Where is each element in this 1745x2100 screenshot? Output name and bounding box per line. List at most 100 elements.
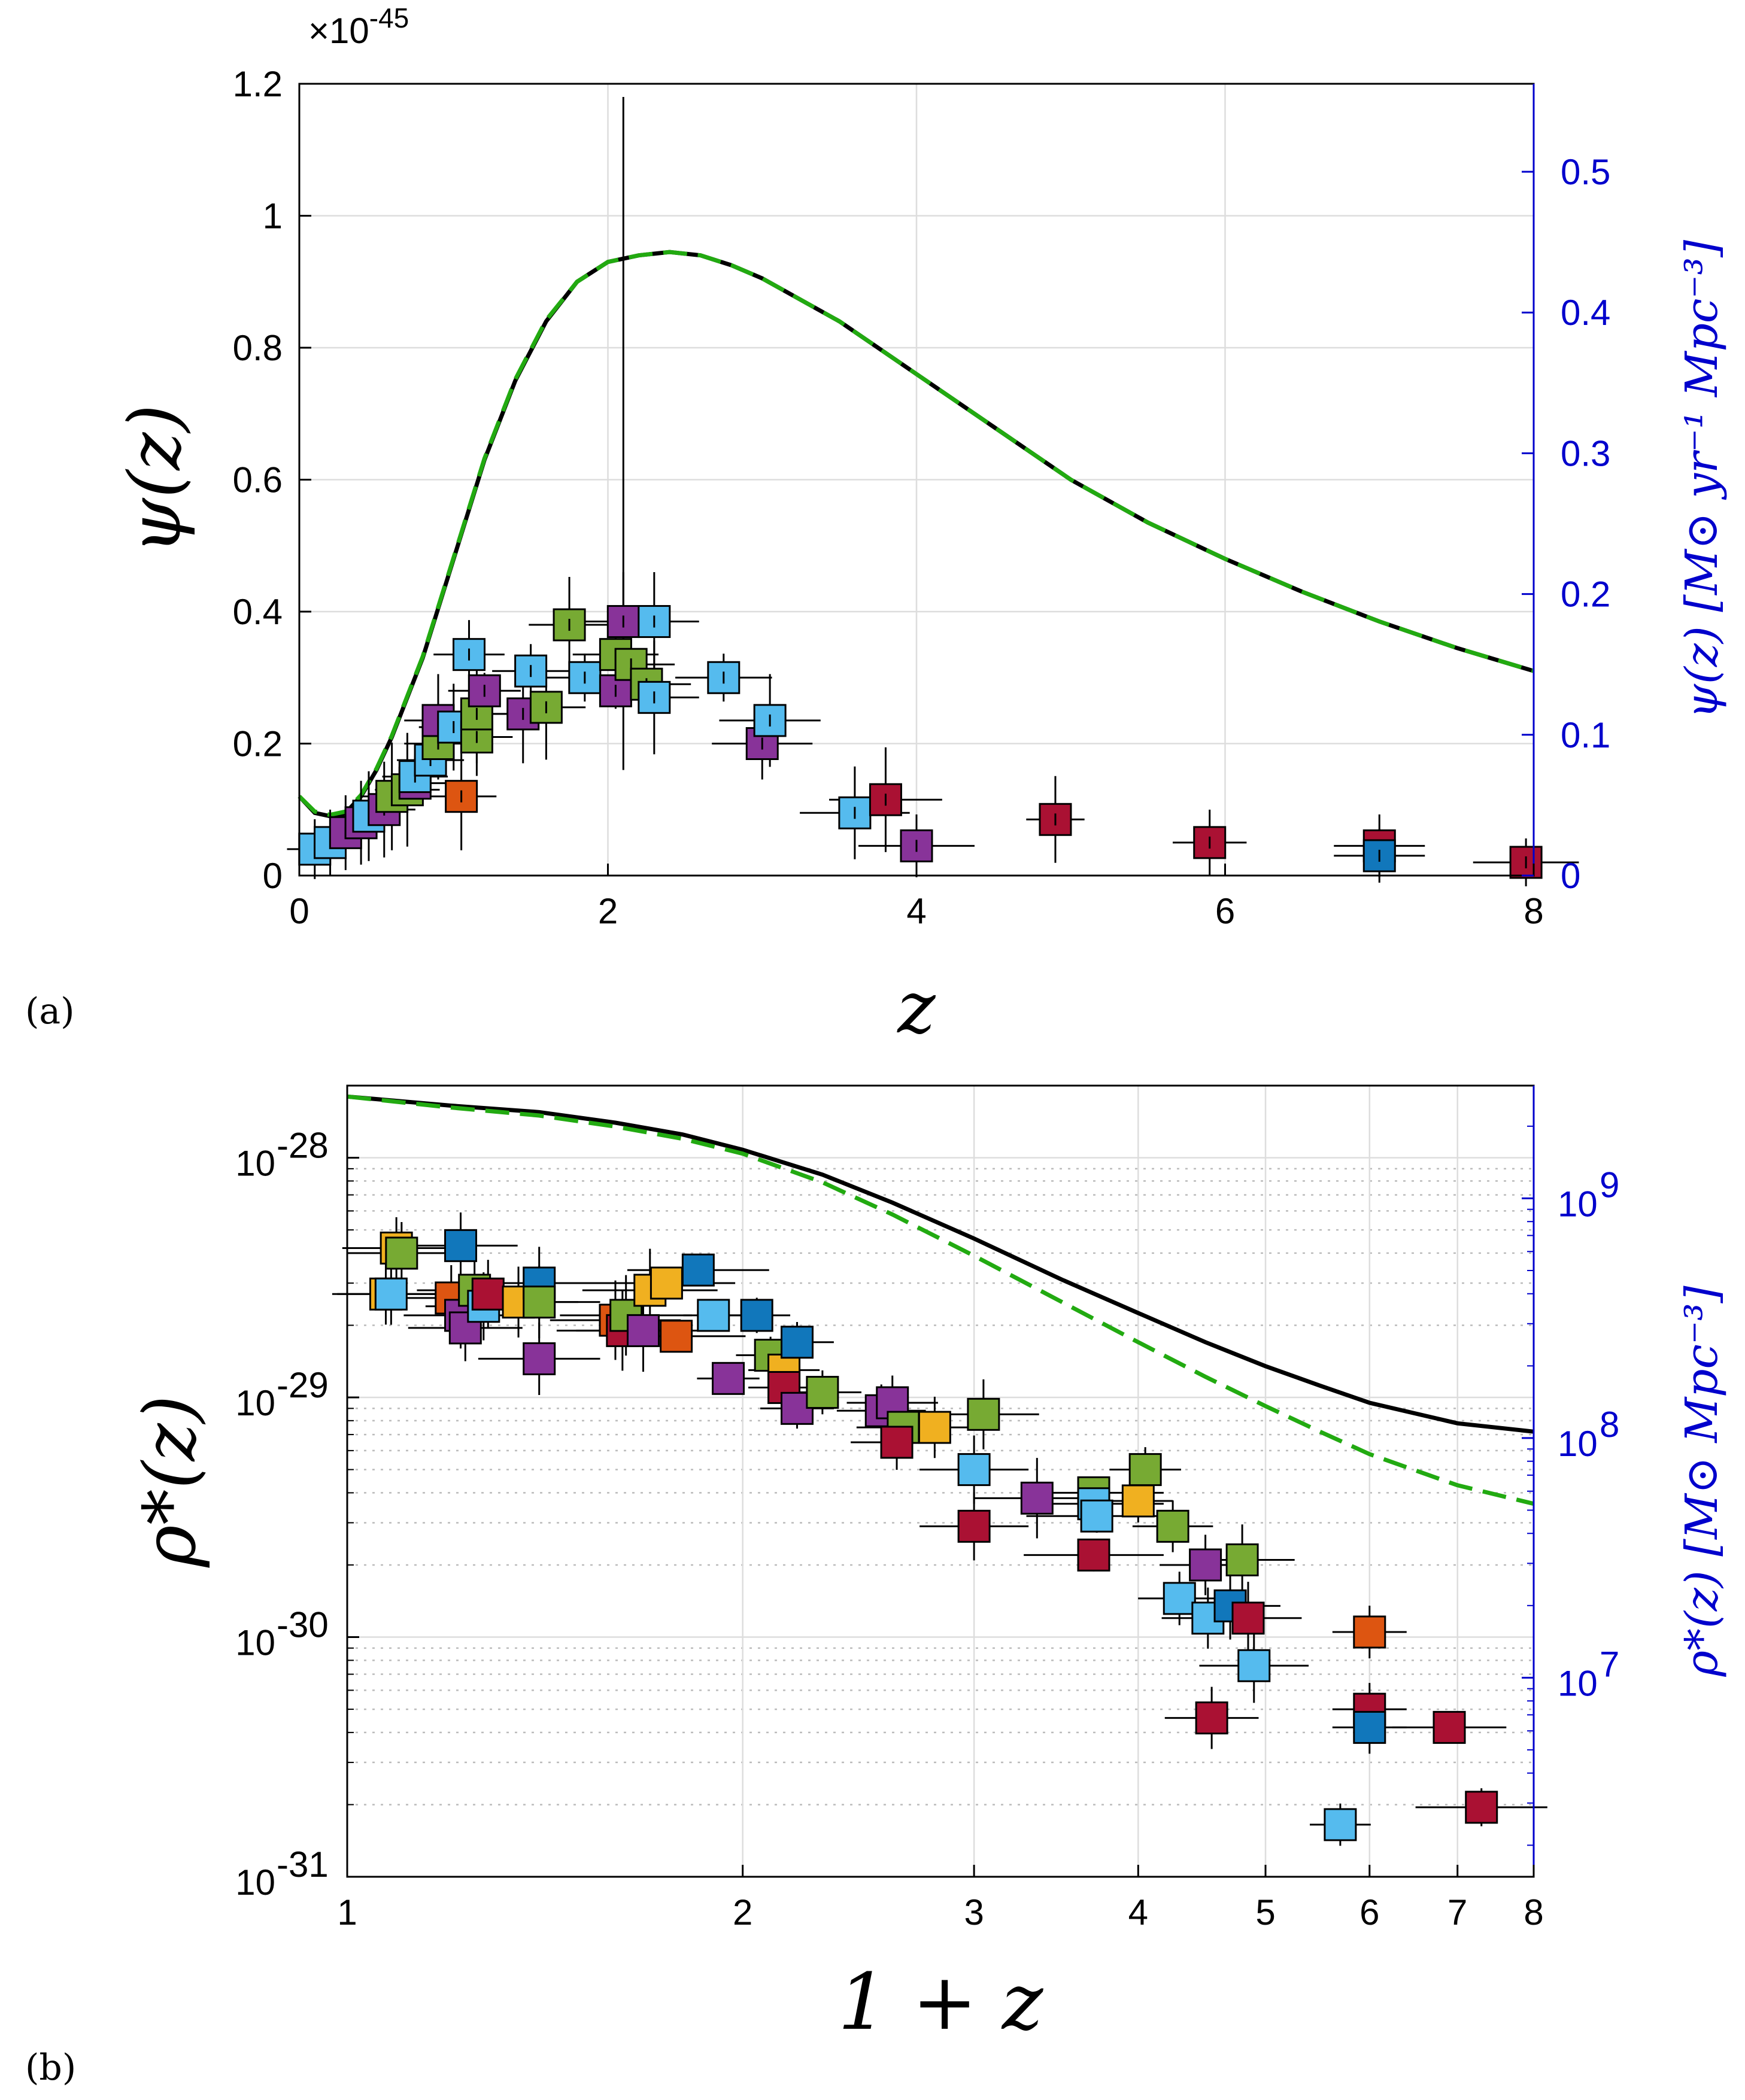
panel-b-data-point: [444, 1229, 478, 1262]
panel-b-data-point: [781, 1326, 814, 1359]
panel-b-right-y-axis-label: ρ*(z) [M⊙ Mpc⁻³]: [1676, 1285, 1728, 1677]
panel-a-x-tick-label: 8: [1524, 891, 1543, 931]
panel-b-label: (b): [25, 2047, 76, 2089]
panel-b-y-tick-exponent: -28: [277, 1126, 329, 1166]
panel-a-x-tick-label: 6: [1215, 891, 1235, 931]
panel-a-x-tick-label: 2: [598, 891, 618, 931]
panel-b-y-tick-label: 10: [235, 1623, 275, 1663]
panel-b-x-tick-label: 6: [1359, 1892, 1379, 1932]
panel-a-y-tick-label: 0.6: [233, 460, 283, 500]
panel-b-x-tick-label: 3: [964, 1892, 984, 1932]
panel-a-y-tick-label: 0.8: [233, 328, 283, 368]
panel-b-curves: [347, 1094, 1534, 1506]
panel-b-data-point: [1128, 1453, 1162, 1487]
panel-a-curves: [298, 250, 1535, 819]
panel-a-y-tick-label: 1: [263, 196, 283, 236]
panel-b-right-y-tick-exponent: 7: [1600, 1644, 1619, 1684]
panel-b-data-point: [1225, 1543, 1259, 1576]
panel-a-right-y-tick-label: 0.5: [1561, 152, 1610, 192]
panel-b-data-point: [523, 1342, 556, 1375]
panel-a-right-y-tick-label: 0: [1561, 856, 1580, 896]
panel-b-data-points: [332, 1212, 1547, 1846]
panel-a-right-y-axis-label: ψ(z) [M⊙ yr⁻¹ Mpc⁻³]: [1676, 240, 1728, 719]
panel-a-data-point: [529, 691, 563, 724]
panel-b-data-point: [681, 1253, 715, 1287]
panel-a-x-tick-label: 0: [289, 891, 309, 931]
panel-a-right-y-tick-label: 0.2: [1561, 575, 1610, 615]
panel-a-right-y-tick-label: 0.4: [1561, 293, 1610, 333]
panel-b-y-axis-label: ρ*(z): [129, 1395, 212, 1568]
panel-a-label: (a): [25, 990, 75, 1032]
panel-b-x-tick-label: 4: [1128, 1892, 1148, 1932]
panel-b-dashed-curve: [347, 1094, 1534, 1506]
panel-b-right-y-tick-label: 10: [1558, 1663, 1598, 1703]
panel-b-right-y-tick-exponent: 8: [1600, 1405, 1619, 1445]
panel-b-data-point: [1353, 1615, 1386, 1649]
panel-a-ticks: 0 2 4 6 800.20.40.60.811.200.10.20.30.40.5: [233, 64, 1611, 931]
panel-b-grid: [346, 1084, 1535, 1878]
panel-b-data-point: [1465, 1791, 1498, 1824]
panel-a-multiplier: ×10-45: [308, 2, 409, 51]
panel-b-data-point: [1433, 1710, 1466, 1744]
panel-b-plot-frame: [346, 1084, 1535, 1878]
panel-b-data-point: [385, 1236, 418, 1270]
panel-b-data-point: [523, 1285, 556, 1319]
panel-a-grid: [298, 83, 1535, 877]
panel-b-y-tick-label: 10: [235, 1383, 275, 1423]
panel-a-y-tick-label: 0.4: [233, 592, 283, 632]
panel-b-data-point: [880, 1426, 914, 1459]
panel-b-y-tick-exponent: -29: [277, 1365, 329, 1405]
panel-b-y-tick-exponent: -31: [277, 1844, 329, 1885]
panel-b-data-point: [697, 1299, 730, 1332]
panel-b-y-tick-label: 10: [235, 1862, 275, 1903]
panel-b-right-y-tick-label: 10: [1558, 1184, 1598, 1224]
panel-b-x-tick-label: 8: [1524, 1892, 1543, 1932]
panel-a-data-points: [287, 97, 1579, 886]
panel-a-y-tick-label: 0.2: [233, 724, 283, 764]
panel-b-data-point: [1163, 1582, 1196, 1615]
panel-a-x-axis-label: z: [896, 967, 936, 1050]
panel-b-data-point: [374, 1277, 408, 1311]
panel-b-x-tick-label: 2: [733, 1892, 752, 1932]
panel-a-right-y-tick-label: 0.3: [1561, 433, 1610, 473]
panel-a-x-tick-label: 4: [906, 891, 926, 931]
panel-b-data-point: [1353, 1710, 1386, 1744]
panel-b-x-tick-label: 7: [1447, 1892, 1467, 1932]
panel-a: 0 2 4 6 800.20.40.60.811.200.10.20.30.40.5 ×…: [25, 2, 1728, 1050]
panel-b-data-point: [650, 1266, 683, 1300]
panel-b-data-point: [1121, 1484, 1155, 1518]
panel-a-right-y-tick-label: 0.1: [1561, 715, 1610, 755]
panel-b-x-tick-label: 5: [1255, 1892, 1275, 1932]
panel-b-data-point: [1231, 1601, 1265, 1635]
panel-b-data-point: [1020, 1481, 1054, 1515]
panel-b-x-tick-label: 1: [337, 1892, 357, 1932]
panel-b-data-point: [471, 1277, 505, 1311]
panel-b-data-point: [918, 1411, 951, 1444]
panel-b-data-point: [626, 1314, 660, 1347]
panel-b-data-point: [1189, 1548, 1222, 1582]
panel-b-data-point: [1080, 1499, 1113, 1533]
panel-b-data-point: [957, 1453, 991, 1487]
panel-b-data-point: [1237, 1649, 1271, 1682]
panel-b-data-point: [740, 1299, 773, 1332]
panel-b-data-point: [1156, 1509, 1189, 1543]
panel-a-dashed-curve: [298, 250, 1535, 817]
panel-b-data-point: [957, 1509, 991, 1543]
panel-b-data-point: [1324, 1808, 1357, 1841]
panel-b-right-y-tick-exponent: 9: [1600, 1165, 1619, 1205]
panel-b-right-y-tick-label: 10: [1558, 1424, 1598, 1464]
panel-b-y-tick-exponent: -30: [277, 1605, 329, 1645]
panel-b-data-point: [1195, 1701, 1228, 1735]
panel-b-data-point: [1077, 1538, 1110, 1572]
panel-b-data-point: [660, 1320, 693, 1353]
panel-b-data-point: [967, 1397, 1000, 1431]
panel-b-data-point: [806, 1376, 839, 1409]
panel-b-y-tick-label: 10: [235, 1144, 275, 1184]
panel-a-y-tick-label: 0: [263, 856, 283, 896]
panel-b-solid-curve: [347, 1094, 1534, 1434]
panel-a-y-tick-label: 1.2: [233, 64, 283, 104]
panel-a-y-axis-label: ψ(z): [114, 405, 197, 555]
